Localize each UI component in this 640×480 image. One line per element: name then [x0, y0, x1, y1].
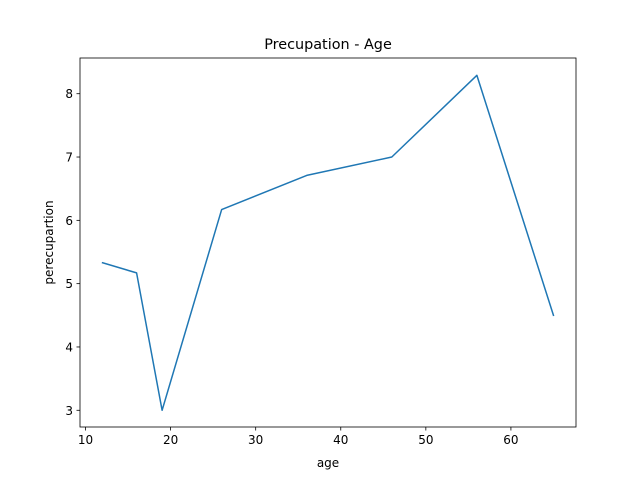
plot-area: 10 20 30 40 50 60 3 4 5 6 7 8 — [65, 57, 577, 447]
y-tick-label: 8 — [65, 87, 73, 101]
x-tick-label: 10 — [78, 433, 93, 447]
y-tick-label: 4 — [65, 340, 73, 354]
series-line — [101, 74, 555, 412]
x-tick-label: 60 — [503, 433, 518, 447]
series-points — [102, 75, 554, 411]
x-tick-label: 20 — [163, 433, 178, 447]
y-tick-label: 3 — [65, 404, 73, 418]
plot-frame — [79, 57, 577, 428]
chart-title: Precupation - Age — [264, 37, 392, 53]
y-axis-label: perecupartion — [42, 200, 56, 284]
y-tick-label: 7 — [65, 151, 73, 165]
y-tick-label: 6 — [65, 214, 73, 228]
y-tick-label: 5 — [65, 277, 73, 291]
x-axis-label: age — [317, 456, 339, 470]
x-axis-ticks: 10 20 30 40 50 60 — [78, 427, 519, 447]
x-tick-label: 50 — [418, 433, 433, 447]
x-tick-label: 30 — [248, 433, 263, 447]
y-axis-ticks: 3 4 5 6 7 8 — [65, 87, 80, 418]
x-tick-label: 40 — [333, 433, 348, 447]
